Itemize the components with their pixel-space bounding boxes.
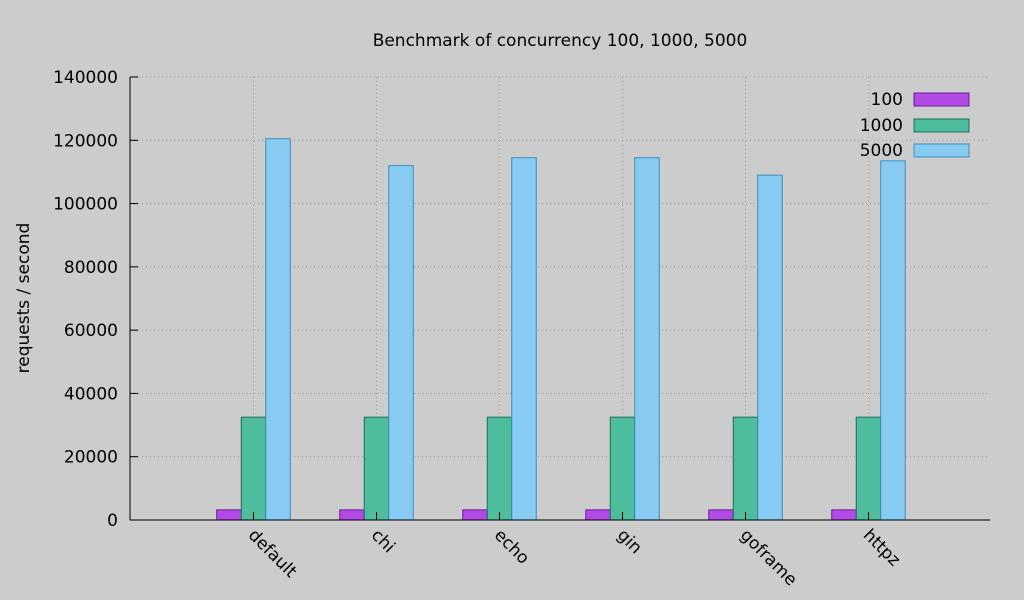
bar-100-echo (462, 509, 488, 521)
legend-label-5000: 5000 (860, 141, 903, 161)
y-tick-label: 140000 (53, 68, 118, 88)
y-tick-label: 60000 (64, 321, 118, 341)
bar-1000-goframe (732, 416, 759, 521)
bar-1000-echo (486, 416, 513, 521)
x-tick-label: default (244, 525, 301, 582)
x-tick-label: goframe (736, 525, 801, 590)
legend-swatch-5000 (913, 143, 970, 158)
y-tick-label: 120000 (53, 131, 118, 151)
bar-1000-default (240, 416, 267, 521)
bar-100-gin (585, 509, 611, 521)
x-tick-label: httpz (859, 525, 904, 570)
bar-5000-chi (388, 165, 414, 521)
y-tick-label: 40000 (64, 384, 118, 404)
bar-1000-chi (363, 416, 390, 521)
y-axis-label: requests / second (14, 223, 34, 374)
x-tick-label: echo (490, 525, 533, 568)
legend-swatch-100 (913, 92, 970, 107)
bar-100-goframe (708, 509, 734, 521)
bar-100-chi (339, 509, 365, 521)
legend-label-100: 100 (871, 90, 903, 110)
bar-5000-default (265, 138, 291, 521)
x-tick-label: chi (367, 525, 399, 557)
y-tick-label: 0 (107, 511, 118, 531)
chart-title: Benchmark of concurrency 100, 1000, 5000 (373, 31, 748, 51)
bar-100-httpz (831, 509, 857, 521)
y-tick-label: 80000 (64, 258, 118, 278)
x-tick-label: gin (613, 525, 646, 558)
bar-1000-httpz (855, 416, 882, 521)
legend-label-1000: 1000 (860, 116, 903, 136)
bars (216, 138, 906, 521)
bar-100-default (216, 509, 242, 521)
bar-5000-gin (634, 157, 660, 521)
bar-1000-gin (609, 416, 636, 521)
y-tick-label: 20000 (64, 448, 118, 468)
bar-5000-echo (511, 157, 537, 521)
axes: 0 20000 40000 60000 80000 100000 120000 140000 d… (53, 68, 990, 590)
legend-swatch-1000 (913, 118, 970, 133)
bar-5000-httpz (880, 160, 906, 521)
legend: 100 1000 5000 (860, 90, 970, 161)
y-tick-label: 100000 (53, 195, 118, 215)
gridlines (130, 76, 990, 520)
bar-5000-goframe (757, 174, 783, 521)
